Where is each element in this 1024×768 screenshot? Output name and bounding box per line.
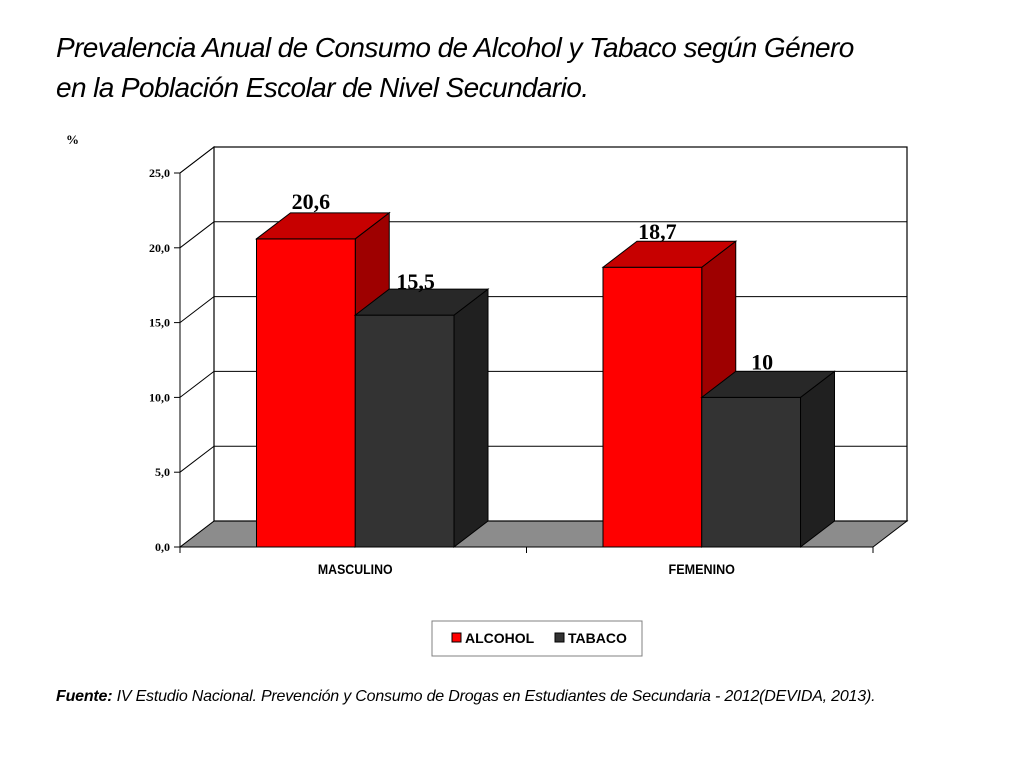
- y-tick-label: 25,0: [149, 166, 170, 180]
- bar-front-face: [255, 238, 356, 548]
- source-text: IV Estudio Nacional. Prevención y Consum…: [112, 688, 876, 705]
- bar-top-face: [601, 240, 738, 268]
- category-label: FEMENINO: [669, 561, 735, 577]
- slide-title: Prevalencia Anual de Consumo de Alcohol …: [56, 28, 996, 108]
- bar-top-face: [255, 212, 391, 240]
- bar-side-face: [453, 288, 489, 549]
- y-tick-label: 5,0: [155, 465, 170, 479]
- bar-tabaco-femenino: [700, 370, 836, 549]
- legend-label: TABACO: [568, 630, 627, 646]
- bar-top-face: [353, 288, 490, 316]
- category-label: MASCULINO: [318, 561, 393, 577]
- legend-swatch: [554, 632, 565, 643]
- bar-front-face: [354, 314, 455, 548]
- gridline: [179, 221, 907, 249]
- bar-chart: % 0,05,010,015,020,025,0 20,615,518,710 …: [66, 132, 909, 657]
- source-label: Fuente:: [56, 688, 113, 705]
- y-tick-label: 0,0: [155, 540, 170, 554]
- gridline: [179, 146, 907, 174]
- data-label: 18,7: [638, 219, 677, 244]
- bar-top-face: [700, 370, 836, 398]
- source-note: Fuente: IV Estudio Nacional. Prevención …: [56, 688, 1006, 706]
- category-labels: MASCULINO FEMENINO: [318, 561, 735, 577]
- y-tick-label: 20,0: [149, 241, 170, 255]
- bar-side-face: [800, 370, 836, 549]
- bar-front-face: [701, 396, 802, 548]
- data-label: 15,5: [396, 269, 435, 294]
- data-label: 10: [751, 349, 773, 374]
- legend: ALCOHOL TABACO: [431, 620, 643, 657]
- bar-front-face: [602, 266, 703, 548]
- legend-swatch: [451, 632, 462, 643]
- y-tick-label: 15,0: [149, 316, 170, 330]
- data-label: 20,6: [292, 189, 331, 214]
- legend-label: ALCOHOL: [465, 630, 535, 646]
- legend-box: [431, 620, 643, 657]
- data-labels: 20,6 15,5 18,7 10: [292, 189, 774, 375]
- y-tick-label: 10,0: [149, 390, 170, 404]
- slide-title-line-2: en la Población Escolar de Nivel Secunda…: [56, 72, 589, 103]
- bar-tabaco-masculino: [353, 288, 490, 549]
- y-axis-unit-label: %: [66, 132, 79, 147]
- chart-left-wall: [179, 145, 215, 549]
- slide-title-line-1: Prevalencia Anual de Consumo de Alcohol …: [56, 32, 854, 63]
- bars: [255, 211, 836, 549]
